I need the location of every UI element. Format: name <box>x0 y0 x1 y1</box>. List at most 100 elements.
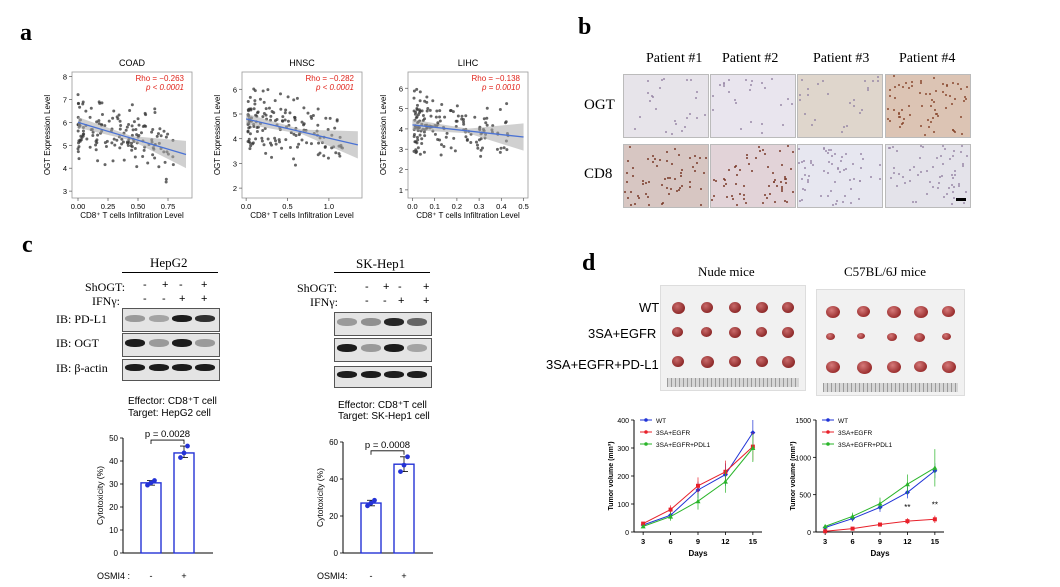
scatter-point <box>272 111 276 115</box>
protein-band <box>407 344 427 352</box>
stain-dot <box>807 179 809 181</box>
scatter-point <box>413 112 417 116</box>
stain-dot <box>703 172 705 174</box>
stain-dot <box>812 164 814 166</box>
stain-dot <box>810 160 812 162</box>
tumor <box>782 302 794 313</box>
scatter-point <box>416 138 420 142</box>
shogt-label: ShOGT: <box>85 280 126 294</box>
scatter-point <box>334 151 338 155</box>
stain-dot <box>656 165 658 167</box>
scatter-point <box>502 146 506 150</box>
ihc-image-tile <box>797 144 883 208</box>
panel-label-a: a <box>20 20 32 46</box>
scatter-point <box>81 100 85 104</box>
x-tick-label: 6 <box>668 537 672 546</box>
stain-dot <box>936 113 938 115</box>
stain-dot <box>901 109 903 111</box>
x-tick-label: 0.2 <box>452 202 462 211</box>
stain-dot <box>669 177 671 179</box>
scatter-point <box>248 147 252 151</box>
data-point <box>696 483 700 488</box>
scatter-point <box>280 119 284 123</box>
scatter-point <box>246 140 250 144</box>
stain-dot <box>671 133 673 135</box>
scatter-point <box>255 125 259 129</box>
stain-dot <box>648 181 650 183</box>
scatter-point <box>326 156 330 160</box>
x-axis-label: Days <box>688 549 708 558</box>
stain-dot <box>674 120 676 122</box>
stain-dot <box>681 169 683 171</box>
scatter-point <box>418 152 422 156</box>
scatter-point <box>157 165 161 169</box>
scatter-point <box>295 96 299 100</box>
stain-dot <box>626 172 628 174</box>
y-tick-label: 1 <box>399 186 403 195</box>
stain-dot <box>723 185 725 187</box>
scatter-point <box>133 146 137 150</box>
stain-dot <box>715 180 717 182</box>
legend-marker <box>644 418 648 422</box>
scatter-point <box>164 177 168 181</box>
stain-dot <box>896 185 898 187</box>
data-point <box>398 469 403 474</box>
tumor-growth-chart-nude: 0 100 200 300 400 3 6 9 12 15 Days Tumor volume (mm… <box>608 418 762 558</box>
scatter-point <box>418 99 422 103</box>
scatter-point <box>164 180 168 184</box>
scatter-point <box>270 155 274 159</box>
scatter-point <box>261 128 265 132</box>
ruler <box>667 378 799 387</box>
stain-dot <box>638 197 640 199</box>
y-tick-label: 300 <box>617 446 629 453</box>
scatter-point <box>474 140 478 144</box>
stain-dot <box>743 198 745 200</box>
x-tick-label: 0.00 <box>71 202 86 211</box>
scatter-point <box>455 104 459 108</box>
stain-dot <box>915 201 917 203</box>
stain-dot <box>758 146 760 148</box>
stain-dot <box>725 183 727 185</box>
stain-dot <box>666 187 668 189</box>
protein-band <box>195 364 215 371</box>
stain-dot <box>652 155 654 157</box>
stain-dot <box>751 80 753 82</box>
shogt-sign: + <box>162 279 169 291</box>
scatter-point <box>262 143 266 147</box>
scatter-point <box>428 108 432 112</box>
scatter-point <box>505 148 509 152</box>
x-tick-label: 1.0 <box>324 202 334 211</box>
stain-dot <box>954 98 956 100</box>
data-point <box>695 498 701 504</box>
scatter-point <box>453 149 457 153</box>
y-tick-label: 50 <box>109 434 118 443</box>
scatter-point <box>139 131 143 135</box>
stain-dot <box>889 147 891 149</box>
scatter-point <box>130 103 134 107</box>
stain-dot <box>842 201 844 203</box>
effector-caption-skhep1: Effector: CD8⁺T cell <box>338 400 427 411</box>
scatter-point <box>252 125 256 129</box>
stain-dot <box>937 187 939 189</box>
stain-dot <box>774 201 776 203</box>
scatter-point <box>438 115 442 119</box>
scatter-point <box>278 92 282 96</box>
ifn-label: IFNγ: <box>92 294 120 308</box>
x-tick-label: 0.1 <box>429 202 439 211</box>
scatter-point <box>444 135 448 139</box>
bar <box>140 482 162 554</box>
photo-title-nude: Nude mice <box>698 264 755 279</box>
scatter-point <box>422 150 426 154</box>
tumor <box>701 327 712 337</box>
stain-dot <box>879 178 881 180</box>
scatter-point <box>485 106 489 110</box>
scatter-point <box>328 116 332 120</box>
stain-dot <box>781 190 783 192</box>
stain-dot <box>626 181 628 183</box>
ihc-image-tile <box>710 74 796 138</box>
scatter-point <box>89 106 93 110</box>
scatter-point <box>273 99 277 103</box>
scatter-point <box>143 111 147 115</box>
y-tick-label: 0 <box>334 549 339 558</box>
shogt-sign: + <box>423 281 430 293</box>
